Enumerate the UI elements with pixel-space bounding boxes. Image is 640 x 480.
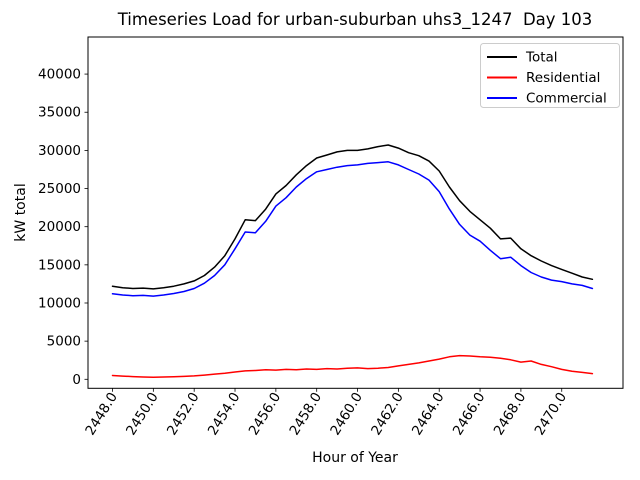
axes-frame bbox=[87, 36, 624, 389]
y-axis-label: kW total bbox=[13, 183, 29, 241]
x-tick-label: 2466.0 bbox=[450, 390, 489, 439]
x-tick-label: 2458.0 bbox=[286, 390, 325, 439]
y-tick-label: 30000 bbox=[38, 143, 81, 159]
x-tick-label: 2454.0 bbox=[205, 390, 244, 439]
x-tick-label: 2468.0 bbox=[491, 390, 530, 439]
x-tick-label: 2456.0 bbox=[246, 390, 285, 439]
y-tick-label: 5000 bbox=[47, 334, 81, 350]
legend-box bbox=[480, 43, 620, 108]
residential-line bbox=[111, 354, 594, 378]
x-tick-label: 2460.0 bbox=[327, 390, 366, 439]
y-tick-label: 0 bbox=[72, 372, 81, 388]
commercial-line bbox=[111, 161, 594, 297]
legend: Total Residential Commercial bbox=[480, 43, 620, 108]
legend-label-commercial: Commercial bbox=[526, 91, 607, 107]
y-tick-label: 40000 bbox=[38, 67, 81, 83]
legend-label-total: Total bbox=[525, 50, 558, 66]
y-tick-label: 10000 bbox=[38, 295, 81, 311]
x-tick-label: 2450.0 bbox=[123, 390, 162, 439]
x-tick-label: 2464.0 bbox=[409, 390, 448, 439]
x-tick-label: 2448.0 bbox=[82, 390, 121, 439]
y-tick-label: 15000 bbox=[38, 257, 81, 273]
y-tick-label: 20000 bbox=[38, 219, 81, 235]
y-tick-label: 25000 bbox=[38, 181, 81, 197]
x-axis-label: Hour of Year bbox=[312, 450, 398, 466]
x-tick-label: 2470.0 bbox=[532, 390, 571, 439]
x-tick-label: 2462.0 bbox=[368, 390, 407, 439]
chart-title: Timeseries Load for urban-suburban uhs3_… bbox=[117, 10, 593, 30]
y-tick-label: 35000 bbox=[38, 105, 81, 121]
legend-label-residential: Residential bbox=[526, 70, 600, 86]
total-line bbox=[111, 144, 594, 290]
x-tick-label: 2452.0 bbox=[164, 390, 203, 439]
